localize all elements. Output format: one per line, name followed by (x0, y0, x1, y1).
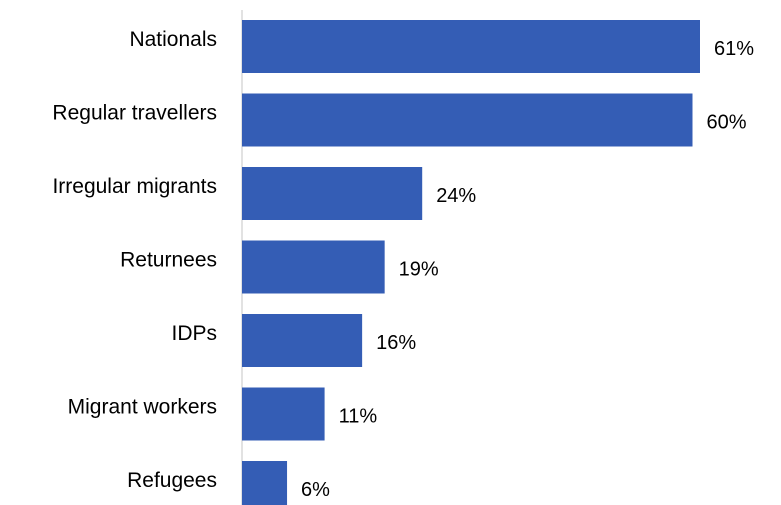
bar-1 (242, 93, 693, 147)
bar-4 (242, 314, 363, 367)
bar-0 (242, 20, 700, 73)
value-label-0: 61% (714, 38, 754, 60)
value-label-2: 24% (436, 185, 476, 207)
bar-2 (242, 167, 423, 220)
bar-3 (242, 240, 385, 294)
value-labels-group: 61% 60% 24% 19% 16% 11% 6% (301, 38, 754, 501)
category-label-6: Refugees (127, 469, 217, 492)
value-label-1: 60% (706, 111, 746, 133)
category-label-3: Returnees (120, 249, 217, 272)
category-label-1: Regular travellers (52, 102, 217, 125)
category-label-2: Irregular migrants (52, 175, 217, 198)
bars-group (242, 20, 700, 505)
value-label-6: 6% (301, 479, 330, 501)
bar-5 (242, 387, 325, 441)
bar-6 (242, 461, 288, 505)
category-label-0: Nationals (129, 28, 217, 51)
value-label-3: 19% (399, 258, 439, 280)
value-label-5: 11% (339, 405, 378, 427)
category-label-5: Migrant workers (68, 396, 217, 419)
category-label-4: IDPs (171, 322, 217, 345)
category-labels-group: Nationals Regular travellers Irregular mig… (52, 28, 217, 492)
value-label-4: 16% (376, 332, 416, 354)
